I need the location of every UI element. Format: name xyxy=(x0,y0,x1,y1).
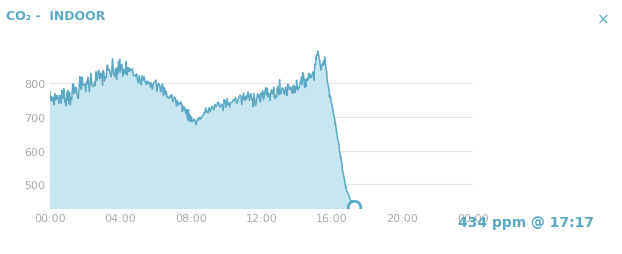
Text: CO₂ -  INDOOR: CO₂ - INDOOR xyxy=(6,10,106,23)
Text: 434 ppm @ 17:17: 434 ppm @ 17:17 xyxy=(458,215,593,229)
Text: ×: × xyxy=(597,13,610,28)
